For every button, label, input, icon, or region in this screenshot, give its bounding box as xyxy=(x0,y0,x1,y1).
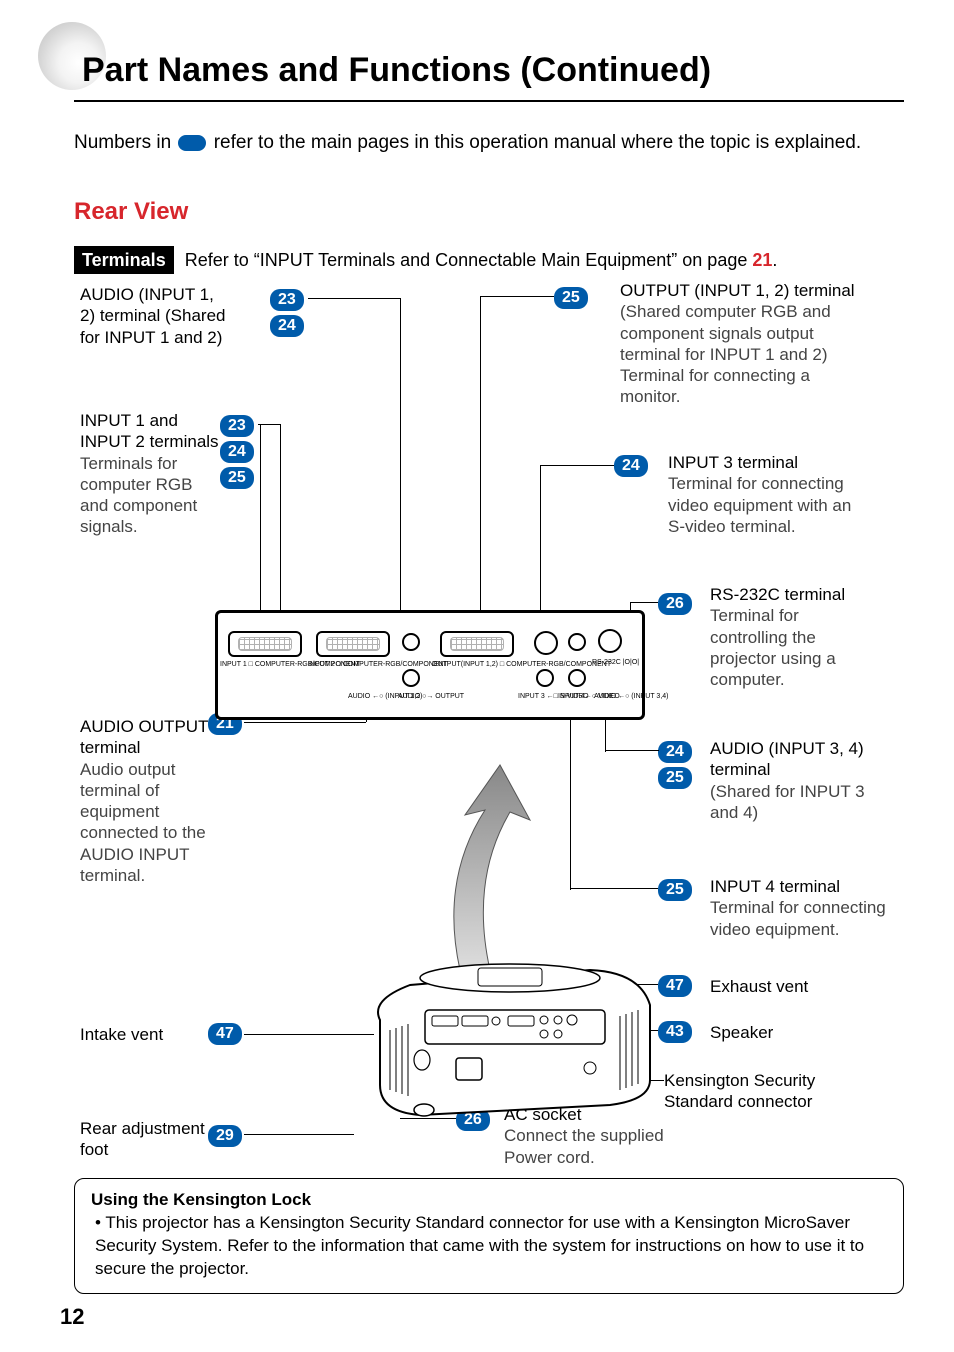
pill-stack-audio34: 24 25 xyxy=(658,740,692,790)
page-pill[interactable]: 25 xyxy=(658,767,692,789)
callout-text: Exhaust vent xyxy=(710,976,880,997)
callout-subtext: Connect the supplied Power cord. xyxy=(504,1125,684,1168)
page-pill[interactable]: 23 xyxy=(220,415,254,437)
port-rs232c xyxy=(598,629,622,653)
callout-speaker: Speaker xyxy=(710,1022,880,1043)
page-pill[interactable]: 43 xyxy=(658,1021,692,1043)
pill-stack-audio-in12: 23 24 xyxy=(270,288,304,338)
callout-kensington: Kensington Security Standard connector xyxy=(664,1070,874,1113)
terminals-badge: Terminals xyxy=(74,246,174,274)
note-title: Using the Kensington Lock xyxy=(91,1189,887,1212)
callout-input12: INPUT 1 and INPUT 2 terminals Terminals … xyxy=(80,410,220,538)
callout-text: INPUT 3 terminal xyxy=(668,452,858,473)
callout-subtext: Terminal for controlling the projector u… xyxy=(710,605,880,690)
pill-stack-input12: 23 24 25 xyxy=(220,414,254,490)
callout-rs232c: RS-232C terminal Terminal for controllin… xyxy=(710,584,880,690)
pill-stack-intake: 47 xyxy=(208,1022,242,1046)
label-audio-in: AUDIO ←○ (INPUT 1,2) xyxy=(348,693,398,700)
section-heading-rear-view: Rear View xyxy=(74,196,188,228)
projector-rear-illustration xyxy=(360,950,660,1120)
port-rca2 xyxy=(536,669,554,687)
page-pill[interactable]: 26 xyxy=(658,593,692,615)
terminals-page-ref[interactable]: 21 xyxy=(752,250,772,270)
callout-exhaust: Exhaust vent xyxy=(710,976,880,997)
intro-text: Numbers in refer to the main pages in th… xyxy=(74,130,894,156)
label-output: OUTPUT(INPUT 1,2) □ COMPUTER-RGB/COMPONE… xyxy=(432,661,526,668)
callout-text: AUDIO OUTPUT terminal xyxy=(80,716,220,759)
port-svideo xyxy=(534,631,558,655)
page-number: 12 xyxy=(60,1302,84,1332)
callout-subtext: Audio output terminal of equipment conne… xyxy=(80,759,220,887)
port-audio-in12 xyxy=(402,633,420,651)
page-pill[interactable]: 24 xyxy=(270,315,304,337)
callout-intake: Intake vent xyxy=(80,1024,210,1045)
callout-text: Speaker xyxy=(710,1022,880,1043)
note-body-text: This projector has a Kensington Security… xyxy=(95,1213,864,1278)
page-pill[interactable]: 24 xyxy=(614,455,648,477)
kensington-note-box: Using the Kensington Lock • This project… xyxy=(74,1178,904,1294)
intro-pre: Numbers in xyxy=(74,132,176,153)
page-pill[interactable]: 25 xyxy=(658,879,692,901)
port-input2 xyxy=(316,631,390,657)
label-audio34: AUDIO ←○ (INPUT 3,4) xyxy=(594,693,642,700)
label-input1: INPUT 1 □ COMPUTER-RGB/COMPONENT xyxy=(220,661,310,668)
callout-audio-in12: AUDIO (INPUT 1, 2) terminal (Shared for … xyxy=(80,284,230,348)
page-pill[interactable]: 25 xyxy=(220,467,254,489)
page-pill[interactable]: 47 xyxy=(208,1023,242,1045)
terminals-text: Refer to “INPUT Terminals and Connectabl… xyxy=(185,250,753,270)
callout-rear-foot: Rear adjustment foot xyxy=(80,1118,210,1161)
page-ref-chip-icon xyxy=(178,135,206,151)
callout-subtext: Terminal for connecting video equipment. xyxy=(710,897,890,940)
port-rca1 xyxy=(568,633,586,651)
pill-stack-rear-foot: 29 xyxy=(208,1124,242,1148)
port-output12 xyxy=(440,631,514,657)
page-pill[interactable]: 29 xyxy=(208,1125,242,1147)
callout-text: AUDIO (INPUT 1, 2) terminal (Shared for … xyxy=(80,284,230,348)
callout-text: INPUT 1 and INPUT 2 terminals xyxy=(80,410,220,453)
pill-stack-input4: 25 xyxy=(658,878,692,902)
diagram-area: AUDIO (INPUT 1, 2) terminal (Shared for … xyxy=(60,280,894,1162)
terminals-line: Terminals Refer to “INPUT Terminals and … xyxy=(74,246,894,274)
callout-text: OUTPUT (INPUT 1, 2) terminal xyxy=(620,280,870,301)
port-audio-out xyxy=(402,669,420,687)
intro-post: refer to the main pages in this operatio… xyxy=(214,132,861,153)
callout-subtext: (Shared computer RGB and component signa… xyxy=(620,301,870,407)
callout-text: Rear adjustment foot xyxy=(80,1118,210,1161)
terminal-panel-diagram: INPUT 1 □ COMPUTER-RGB/COMPONENT INPUT 2… xyxy=(215,610,645,720)
callout-subtext: Terminal for connecting video equipment … xyxy=(668,473,858,537)
callout-input4: INPUT 4 terminal Terminal for connecting… xyxy=(710,876,890,940)
pill-stack-input3: 24 xyxy=(614,454,648,478)
label-rs: RS-232C |O|O| xyxy=(592,659,632,666)
label-in4: INPUT 4←○ VIDEO xyxy=(558,693,598,700)
page-pill[interactable]: 24 xyxy=(220,441,254,463)
label-input2: INPUT 2 □ COMPUTER-RGB/COMPONENT xyxy=(308,661,398,668)
callout-input3: INPUT 3 terminal Terminal for connecting… xyxy=(668,452,858,537)
pill-stack-output12: 25 xyxy=(554,286,588,310)
arrow-up-icon xyxy=(430,760,560,980)
callout-output12: OUTPUT (INPUT 1, 2) terminal (Shared com… xyxy=(620,280,870,408)
port-rca3 xyxy=(568,669,586,687)
callout-subtext: (Shared for INPUT 3 and 4) xyxy=(710,781,880,824)
callout-subtext: Terminals for computer RGB and component… xyxy=(80,453,220,538)
callout-text: RS-232C terminal xyxy=(710,584,880,605)
page-title: Part Names and Functions (Continued) xyxy=(74,48,904,102)
port-input1 xyxy=(228,631,302,657)
page-pill[interactable]: 23 xyxy=(270,289,304,311)
callout-text: AUDIO (INPUT 3, 4) terminal xyxy=(710,738,880,781)
label-audio-out: AUDIO ○→ OUTPUT xyxy=(398,693,448,700)
callout-text: Kensington Security Standard connector xyxy=(664,1070,874,1113)
callout-text: INPUT 4 terminal xyxy=(710,876,890,897)
note-body: • This projector has a Kensington Securi… xyxy=(95,1212,887,1281)
pill-stack-rs232c: 26 xyxy=(658,592,692,616)
page-pill[interactable]: 25 xyxy=(554,287,588,309)
callout-audio-out: AUDIO OUTPUT terminal Audio output termi… xyxy=(80,716,220,886)
page-pill[interactable]: 24 xyxy=(658,741,692,763)
pill-stack-speaker: 43 xyxy=(658,1020,692,1044)
callout-text: Intake vent xyxy=(80,1024,210,1045)
terminals-period: . xyxy=(772,250,777,270)
callout-audio34: AUDIO (INPUT 3, 4) terminal (Shared for … xyxy=(710,738,880,823)
page-pill[interactable]: 47 xyxy=(658,975,692,997)
pill-stack-exhaust: 47 xyxy=(658,974,692,998)
